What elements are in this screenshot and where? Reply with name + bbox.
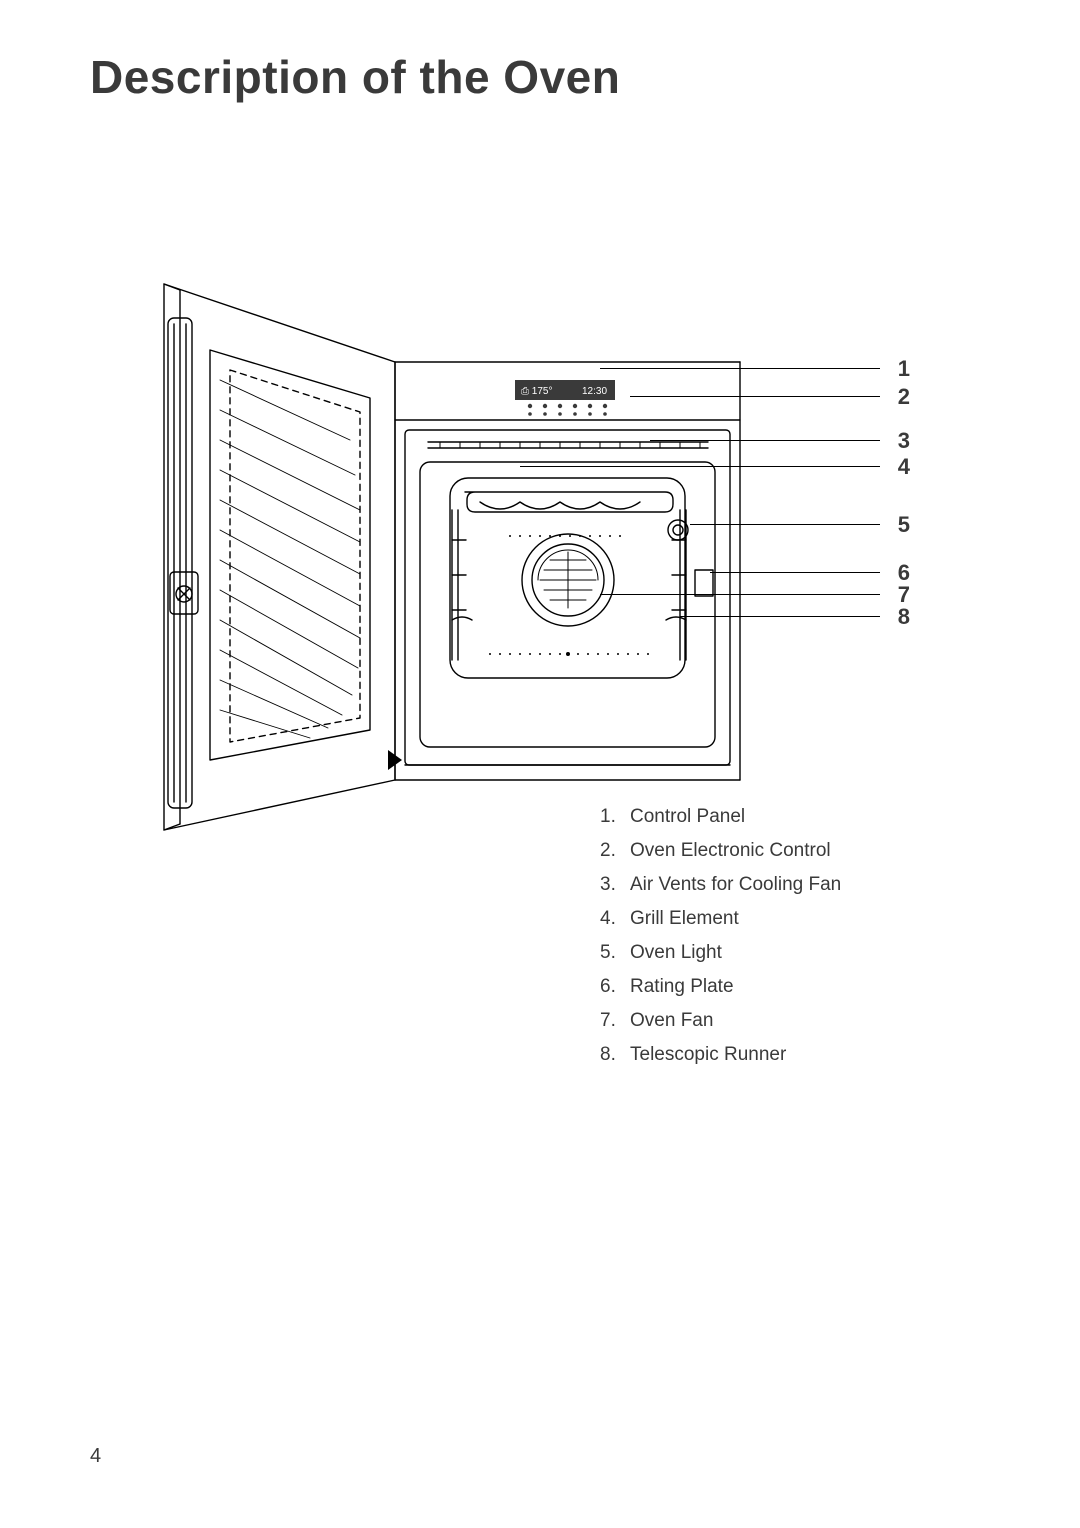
legend-label: Grill Element — [630, 902, 739, 936]
legend-item: 2. Oven Electronic Control — [600, 834, 841, 868]
callout-line — [600, 594, 880, 595]
legend-label: Oven Electronic Control — [630, 834, 831, 868]
legend-item: 3. Air Vents for Cooling Fan — [600, 868, 841, 902]
callout-line — [650, 440, 880, 441]
legend-item: 6. Rating Plate — [600, 970, 841, 1004]
callout-line — [710, 572, 880, 573]
legend-label: Telescopic Runner — [630, 1038, 786, 1072]
callout-line — [630, 396, 880, 397]
manual-page: Description of the Oven ⎙ 175° 12:30 — [0, 0, 1080, 1528]
legend-num: 6. — [600, 970, 630, 1004]
callout-line — [690, 524, 880, 525]
legend-num: 7. — [600, 1004, 630, 1038]
legend-num: 4. — [600, 902, 630, 936]
legend-num: 1. — [600, 800, 630, 834]
callout-8: 8 — [890, 604, 910, 630]
legend-label: Rating Plate — [630, 970, 734, 1004]
legend-item: 1. Control Panel — [600, 800, 841, 834]
callout-line — [600, 368, 880, 369]
callout-1: 1 — [890, 356, 910, 382]
legend-num: 3. — [600, 868, 630, 902]
legend-item: 4. Grill Element — [600, 902, 841, 936]
legend-item: 8. Telescopic Runner — [600, 1038, 841, 1072]
callout-5: 5 — [890, 512, 910, 538]
callout-2: 2 — [890, 384, 910, 410]
parts-legend: 1. Control Panel 2. Oven Electronic Cont… — [600, 800, 841, 1072]
page-number: 4 — [90, 1445, 101, 1468]
legend-item: 5. Oven Light — [600, 936, 841, 970]
oven-illustration: ⎙ 175° 12:30 — [120, 280, 760, 840]
legend-num: 2. — [600, 834, 630, 868]
callout-4: 4 — [890, 454, 910, 480]
legend-label: Control Panel — [630, 800, 745, 834]
page-title: Description of the Oven — [90, 50, 620, 104]
oven-diagram: ⎙ 175° 12:30 — [90, 280, 990, 1080]
legend-num: 5. — [600, 936, 630, 970]
legend-label: Oven Fan — [630, 1004, 713, 1038]
callout-3: 3 — [890, 428, 910, 454]
legend-label: Air Vents for Cooling Fan — [630, 868, 841, 902]
svg-text:⎙ 175°: ⎙ 175° — [521, 386, 552, 397]
svg-text:12:30: 12:30 — [582, 386, 607, 397]
legend-item: 7. Oven Fan — [600, 1004, 841, 1038]
legend-num: 8. — [600, 1038, 630, 1072]
callout-line — [680, 616, 880, 617]
callout-line — [520, 466, 880, 467]
legend-label: Oven Light — [630, 936, 722, 970]
